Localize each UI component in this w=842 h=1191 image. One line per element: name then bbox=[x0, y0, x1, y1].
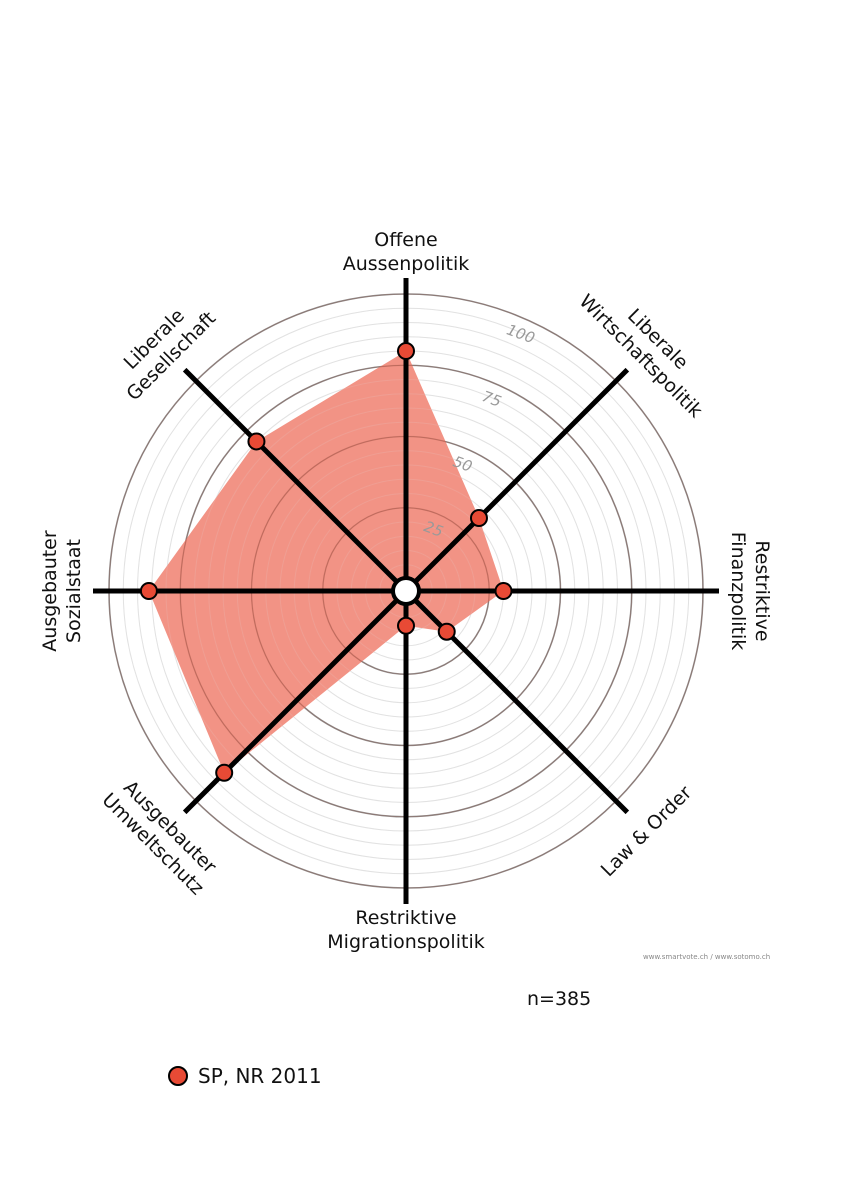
axis-label: Offene Aussenpolitik bbox=[343, 229, 470, 275]
axis-label-line: Restriktive bbox=[751, 540, 773, 641]
axis-line bbox=[404, 589, 630, 815]
axis-label-line: Sozialstaat bbox=[63, 539, 85, 643]
data-point bbox=[397, 616, 415, 635]
axis-label: Restriktive Migrationspolitik bbox=[327, 907, 484, 953]
axis-label-line: Migrationspolitik bbox=[327, 931, 484, 953]
data-point bbox=[397, 342, 415, 360]
axis-label-line: Ausgebauter bbox=[39, 530, 61, 652]
legend-marker bbox=[168, 1066, 188, 1086]
data-point bbox=[469, 509, 488, 528]
legend-label: SP, NR 2011 bbox=[198, 1064, 322, 1088]
legend: SP, NR 2011 bbox=[168, 1064, 322, 1088]
sample-size: n=385 bbox=[527, 988, 592, 1010]
tick-label: 75 bbox=[480, 387, 504, 410]
axis-line bbox=[404, 367, 630, 593]
center-circle bbox=[391, 576, 421, 606]
credit-text: www.smartvote.ch / www.sotomo.ch bbox=[643, 953, 771, 961]
data-point bbox=[494, 582, 513, 600]
data-point bbox=[139, 582, 158, 600]
axis-label: RestriktiveFinanzpolitik bbox=[727, 532, 773, 651]
axis-label-line: Aussenpolitik bbox=[343, 253, 470, 275]
axis-label-line: Restriktive bbox=[355, 907, 456, 929]
tick-label: 50 bbox=[451, 452, 475, 475]
axis-label-line: Finanzpolitik bbox=[727, 532, 749, 651]
series-area bbox=[148, 351, 504, 773]
axis-label: Ausgebauter Sozialstaat bbox=[39, 530, 85, 652]
data-point bbox=[215, 763, 234, 782]
axis-line bbox=[182, 367, 408, 593]
data-point bbox=[437, 622, 456, 641]
axis-label-line: Offene bbox=[374, 229, 437, 251]
data-point bbox=[247, 432, 266, 451]
tick-label: 25 bbox=[422, 517, 446, 540]
